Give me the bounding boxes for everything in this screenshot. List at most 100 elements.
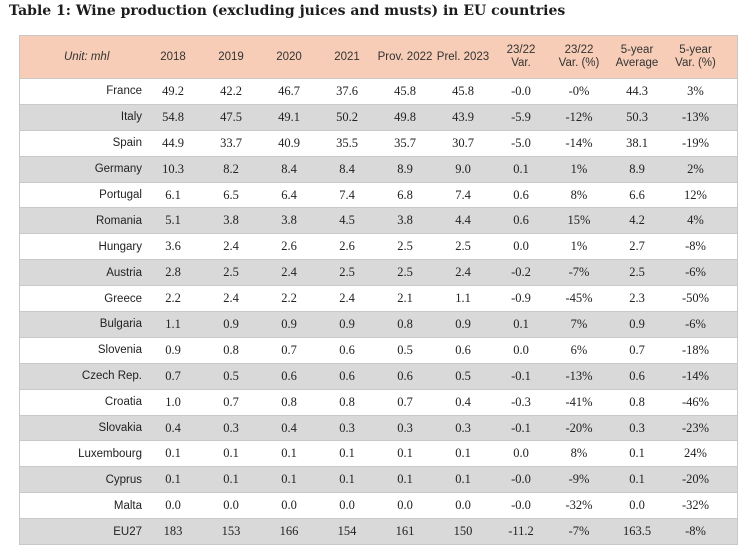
table-cell: 2.4 <box>339 291 355 306</box>
table-cell: 40.9 <box>278 135 300 150</box>
table-cell: 0.6 <box>339 368 355 383</box>
table-cell: -23% <box>681 420 710 435</box>
table-cell: 0.1 <box>339 472 355 487</box>
table-cell: -13% <box>681 109 710 124</box>
table-cell: 0.6 <box>455 342 471 357</box>
table-cell: 0.6 <box>513 213 529 228</box>
table-cell: -11.2 <box>508 524 534 539</box>
table-cell: 6.6 <box>629 187 645 202</box>
table-cell: 49.2 <box>162 83 184 98</box>
table-cell: -0.0 <box>511 83 531 98</box>
table-cell: 9.0 <box>455 161 471 176</box>
table-cell: 8.9 <box>629 161 645 176</box>
table-cell: 0.0 <box>339 498 355 513</box>
table-cell: -32% <box>565 498 593 513</box>
table-cell: 0.0 <box>281 498 297 513</box>
table-row: Bulgaria 1.1 0.9 0.9 0.9 0.8 0.9 0.1 7% 0.9 -6% <box>20 311 737 337</box>
table-cell: 4.5 <box>339 213 355 228</box>
table-cell: 42.2 <box>220 83 242 98</box>
table-title: Table 1: Wine production (excluding juic… <box>9 3 566 19</box>
table-cell: 0.1 <box>513 316 529 331</box>
table-cell: -0% <box>568 83 590 98</box>
table-cell: 0.6 <box>397 368 413 383</box>
table-cell: 8% <box>570 187 588 202</box>
country-name: Slovenia <box>97 344 142 357</box>
table-row: Slovenia 0.9 0.8 0.7 0.6 0.5 0.6 0.0 6% 0.7 -18% <box>20 336 737 363</box>
table-cell: 0.0 <box>455 498 471 513</box>
table-cell: -8% <box>685 239 706 254</box>
table-cell: 0.1 <box>513 161 529 176</box>
table-cell: 166 <box>279 524 299 539</box>
table-cell: 0.0 <box>165 498 181 513</box>
table-cell: 44.9 <box>162 135 184 150</box>
table-cell: 8% <box>570 446 588 461</box>
table-cell: 2.7 <box>629 239 645 254</box>
table-cell: 6.5 <box>223 187 239 202</box>
table-cell: 0.1 <box>397 446 413 461</box>
table-cell: 0.1 <box>165 446 181 461</box>
table-cell: 0.1 <box>165 472 181 487</box>
table-cell: 150 <box>453 524 473 539</box>
table-cell: 154 <box>337 524 357 539</box>
country-name: Bulgaria <box>99 318 142 331</box>
table-cell: -0.3 <box>511 394 531 409</box>
table-cell: 0.7 <box>281 342 297 357</box>
table-cell: 0.7 <box>629 342 645 357</box>
table-cell: 2.6 <box>339 239 355 254</box>
table-cell: -32% <box>681 498 710 513</box>
table-row: Greece 2.2 2.4 2.2 2.4 2.1 1.1 -0.9 -45% 2.3 -50% <box>20 285 737 312</box>
table-cell: -41% <box>565 394 593 409</box>
table-cell: 1.1 <box>165 316 181 331</box>
table-cell: -19% <box>681 135 710 150</box>
table-cell: 163.5 <box>622 524 652 539</box>
table-cell: 0.1 <box>339 446 355 461</box>
country-name: Luxembourg <box>78 447 142 460</box>
country-name: Romania <box>95 214 142 227</box>
table-cell: 3.8 <box>223 213 239 228</box>
column-header: Prel. 2023 <box>436 50 490 63</box>
table-cell: 3.6 <box>165 239 181 254</box>
table-cell: -0.9 <box>511 291 531 306</box>
table-cell: 0.1 <box>629 446 645 461</box>
table-cell: 6.8 <box>397 187 413 202</box>
table-cell: -14% <box>565 135 593 150</box>
table-cell: -9% <box>568 472 590 487</box>
table-cell: 8.4 <box>339 161 355 176</box>
table-cell: 2% <box>687 161 704 176</box>
table-cell: 0.9 <box>165 342 181 357</box>
table-cell: 2.5 <box>339 265 355 280</box>
column-header: 23/22 Var. <box>506 44 536 69</box>
table-cell: 8.9 <box>397 161 413 176</box>
table-cell: 0.1 <box>629 472 645 487</box>
table-cell: 2.1 <box>397 291 413 306</box>
table-header-row: Unit: mhl 2018 2019 2020 2021 Prov. 2022… <box>20 36 737 78</box>
table-cell: -5.0 <box>511 135 531 150</box>
table-cell: 153 <box>221 524 241 539</box>
table-cell: -0.2 <box>511 265 531 280</box>
table-cell: 30.7 <box>452 135 474 150</box>
table-row: Hungary 3.6 2.4 2.6 2.6 2.5 2.5 0.0 1% 2.7 -8% <box>20 233 737 260</box>
table-cell: -8% <box>685 524 706 539</box>
table-cell: 0.8 <box>397 316 413 331</box>
table-cell: 161 <box>395 524 415 539</box>
country-name: Austria <box>106 266 142 279</box>
table-cell: 15% <box>567 213 591 228</box>
table-cell: 3% <box>687 83 704 98</box>
table-cell: 0.1 <box>223 472 239 487</box>
table-cell: -18% <box>681 342 710 357</box>
table-row: Austria 2.8 2.5 2.4 2.5 2.5 2.4 -0.2 -7% 2.5 -6% <box>20 259 737 286</box>
table-cell: 0.1 <box>455 446 471 461</box>
table-cell: 38.1 <box>626 135 648 150</box>
table-cell: 0.6 <box>281 368 297 383</box>
table-cell: 2.5 <box>455 239 471 254</box>
column-header: 2019 <box>218 50 244 63</box>
table-cell: -5.9 <box>511 109 531 124</box>
table-cell: 0.7 <box>397 394 413 409</box>
table-cell: 2.5 <box>629 265 645 280</box>
table-cell: 2.4 <box>455 265 471 280</box>
unit-label: Unit: mhl <box>64 50 110 63</box>
column-header: 5-year Var. (%) <box>675 44 716 69</box>
column-header: 2020 <box>276 50 302 63</box>
table-cell: 0.5 <box>397 342 413 357</box>
table-cell: -46% <box>681 394 710 409</box>
